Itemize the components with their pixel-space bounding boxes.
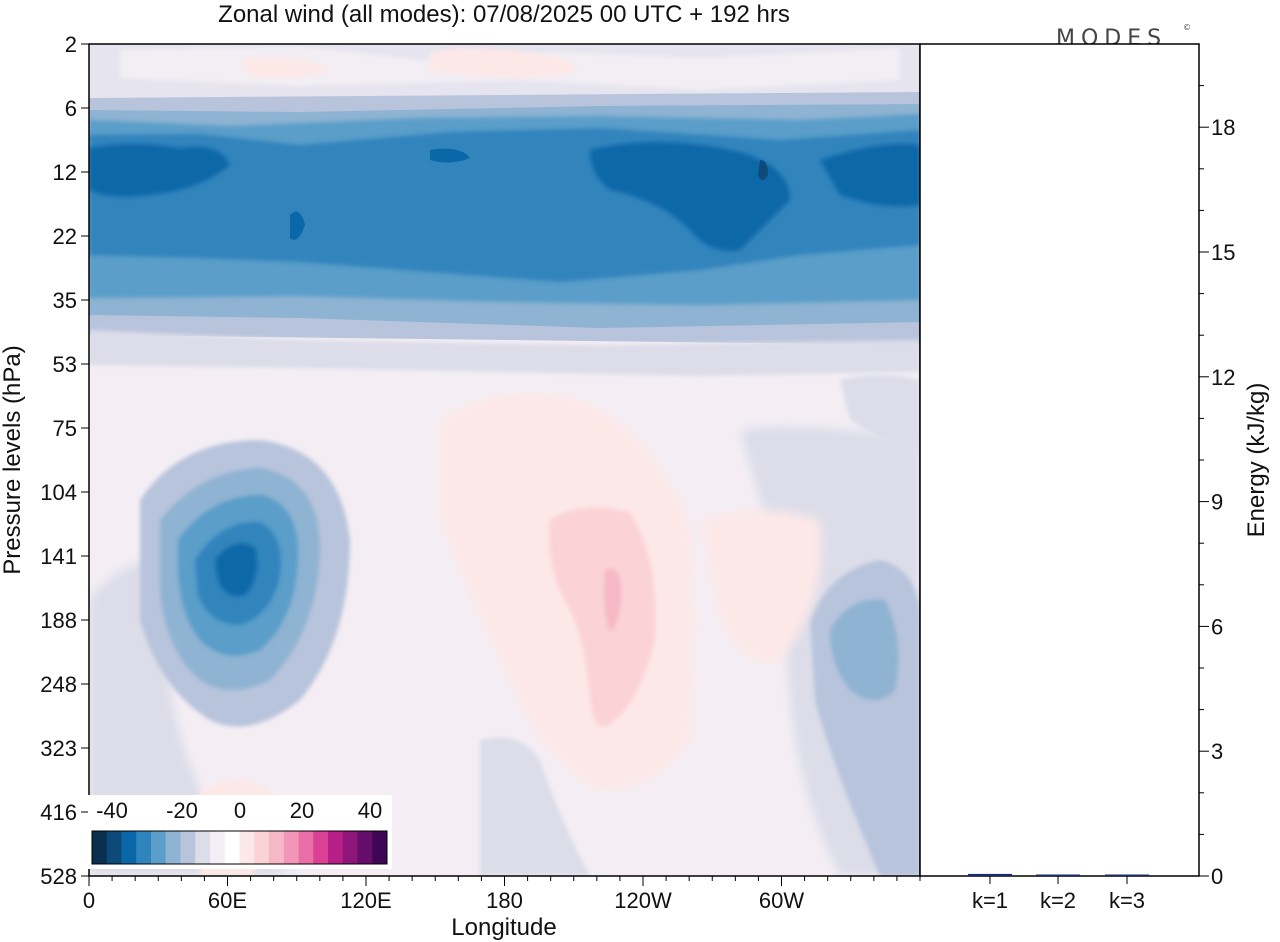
colorbar-swatch (121, 831, 137, 864)
y2-tick-label: 6 (1211, 614, 1223, 639)
colorbar-swatch (210, 831, 226, 864)
jet-core-edge (820, 144, 920, 207)
energy-bar (968, 873, 1012, 876)
y2-tick-label: 15 (1211, 240, 1235, 265)
positive-east (700, 510, 822, 662)
colorbar-swatch (151, 831, 167, 864)
positive-core (604, 568, 622, 632)
brand-mark: © (1183, 23, 1197, 32)
y-tick-label: 6 (65, 96, 77, 121)
y-tick-label: 528 (40, 864, 77, 889)
x-axis-label: Longitude (451, 914, 556, 941)
colorbar-swatches (92, 831, 388, 864)
colorbar-tick-label: 0 (234, 798, 246, 823)
colorbar: -40 -20 0 20 40 (88, 795, 392, 869)
colorbar-swatch (136, 831, 152, 864)
y2-tick-label: 0 (1211, 864, 1223, 889)
colorbar-tick-label: -20 (166, 798, 198, 823)
y-tick-label: 12 (53, 160, 77, 185)
top-positive-patch (430, 48, 576, 78)
energy-panel (919, 43, 1200, 877)
cyclone-core (215, 543, 258, 596)
colorbar-swatch (106, 831, 122, 864)
tropo-east-upper (840, 375, 920, 450)
y-axis-label: Pressure levels (hPa) (0, 345, 26, 574)
east-cell-core (830, 599, 899, 700)
colorbar-tick-label: 40 (358, 798, 382, 823)
y-tick-label: 35 (53, 288, 77, 313)
y-tick-label: 248 (40, 672, 77, 697)
colorbar-swatch (372, 831, 388, 864)
colorbar-swatch (313, 831, 329, 864)
y-tick-label: 141 (40, 544, 77, 569)
jet-core-small (430, 148, 470, 163)
y-tick-label: 22 (53, 224, 77, 249)
x-tick-label: 180 (486, 888, 523, 913)
colorbar-swatch (165, 831, 181, 864)
x-tick-label: 0 (83, 888, 95, 913)
y2-axis-label: Energy (kJ/kg) (1243, 383, 1270, 538)
colorbar-swatch (92, 831, 108, 864)
y-tick-label: 188 (40, 608, 77, 633)
y-tick-label: 104 (40, 480, 77, 505)
tropo-south-pale (480, 737, 590, 876)
colorbar-swatch (180, 831, 196, 864)
colorbar-labels: -40 -20 0 20 40 (96, 798, 382, 823)
y2-tick-label: 12 (1211, 365, 1235, 390)
jet-dark-spot (758, 160, 768, 180)
bar-category-label: k=3 (1109, 888, 1145, 913)
jet-core-east (590, 141, 790, 251)
colorbar-swatch (224, 831, 240, 864)
y2-tick-label: 18 (1211, 115, 1235, 140)
colorbar-swatch (269, 831, 285, 864)
y-tick-label: 416 (40, 800, 77, 825)
axes: 0 60E 120E 180 120W 60W2612223553751041411882… (40, 32, 1235, 913)
transition-band (89, 330, 920, 376)
energy-bar (1105, 874, 1149, 876)
colorbar-swatch (328, 831, 344, 864)
x-tick-label: 60W (759, 888, 804, 913)
colorbar-frame (91, 830, 388, 865)
colorbar-swatch (195, 831, 211, 864)
bar-category-label: k=1 (972, 888, 1008, 913)
x-tick-label: 120E (340, 888, 391, 913)
y-tick-label: 75 (53, 416, 77, 441)
colorbar-tick-label: 20 (290, 798, 314, 823)
y2-tick-label: 3 (1211, 739, 1223, 764)
colorbar-swatch (342, 831, 358, 864)
colorbar-swatch (357, 831, 373, 864)
y-tick-label: 323 (40, 736, 77, 761)
energy-bar (1036, 874, 1080, 876)
top-positive-patch-2 (240, 57, 330, 78)
y-tick-label: 2 (65, 32, 77, 57)
y-tick-label: 53 (53, 352, 77, 377)
x-tick-label: 120W (614, 888, 672, 913)
jet-core-west (89, 144, 230, 197)
chart-title: Zonal wind (all modes): 07/08/2025 00 UT… (218, 1, 790, 28)
positive-ring-1 (549, 507, 656, 727)
jet-core-spot (290, 211, 305, 240)
colorbar-swatch (283, 831, 299, 864)
colorbar-swatch (298, 831, 314, 864)
heatmap-field (89, 44, 920, 876)
colorbar-swatch (254, 831, 270, 864)
y2-tick-label: 9 (1211, 490, 1223, 515)
energy-bars: k=1 k=2 k=3 (968, 873, 1149, 913)
bar-category-label: k=2 (1040, 888, 1076, 913)
colorbar-tick-label: -40 (96, 798, 128, 823)
x-tick-label: 60E (208, 888, 247, 913)
colorbar-swatch (239, 831, 255, 864)
